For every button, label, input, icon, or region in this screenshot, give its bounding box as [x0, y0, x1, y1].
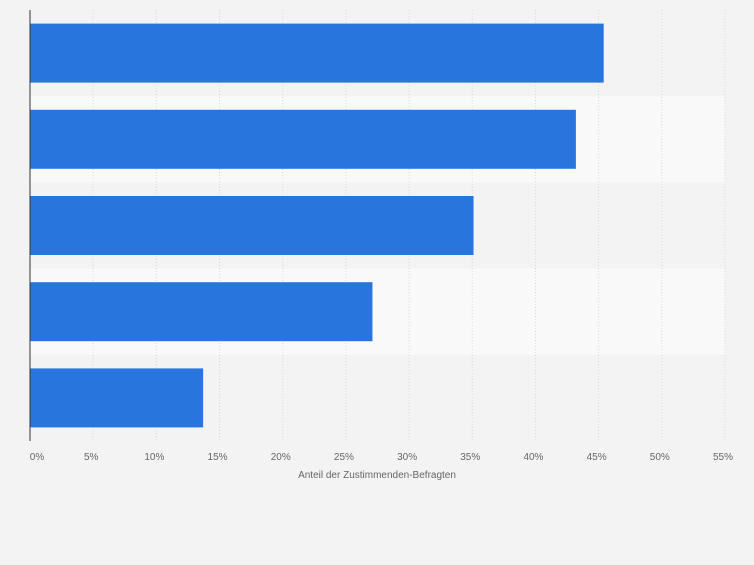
x-tick-label: 50%	[650, 452, 670, 463]
x-tick-label: 5%	[84, 452, 99, 463]
bars	[30, 23, 604, 428]
x-tick-label: 55%	[713, 452, 733, 463]
x-tick-label: 10%	[144, 452, 164, 463]
x-tick-label: 45%	[587, 452, 607, 463]
x-tick-label: 30%	[397, 452, 417, 463]
x-tick-label: 40%	[523, 452, 543, 463]
x-tick-label: 25%	[334, 452, 354, 463]
x-tick-label: 15%	[208, 452, 228, 463]
bar[interactable]	[30, 109, 576, 169]
bar[interactable]	[30, 196, 474, 255]
x-tick-labels: 0% 5% 10% 15% 20% 25% 30% 35% 40% 45% 50% 55%	[30, 452, 733, 463]
bar[interactable]	[30, 282, 373, 342]
x-tick-label: 20%	[271, 452, 291, 463]
bar[interactable]	[30, 23, 604, 83]
x-tick-label: 0%	[30, 452, 45, 463]
x-axis-label: Anteil der Zustimmenden-Befragten	[298, 470, 456, 481]
x-tick-label: 35%	[460, 452, 480, 463]
bar[interactable]	[30, 368, 204, 428]
